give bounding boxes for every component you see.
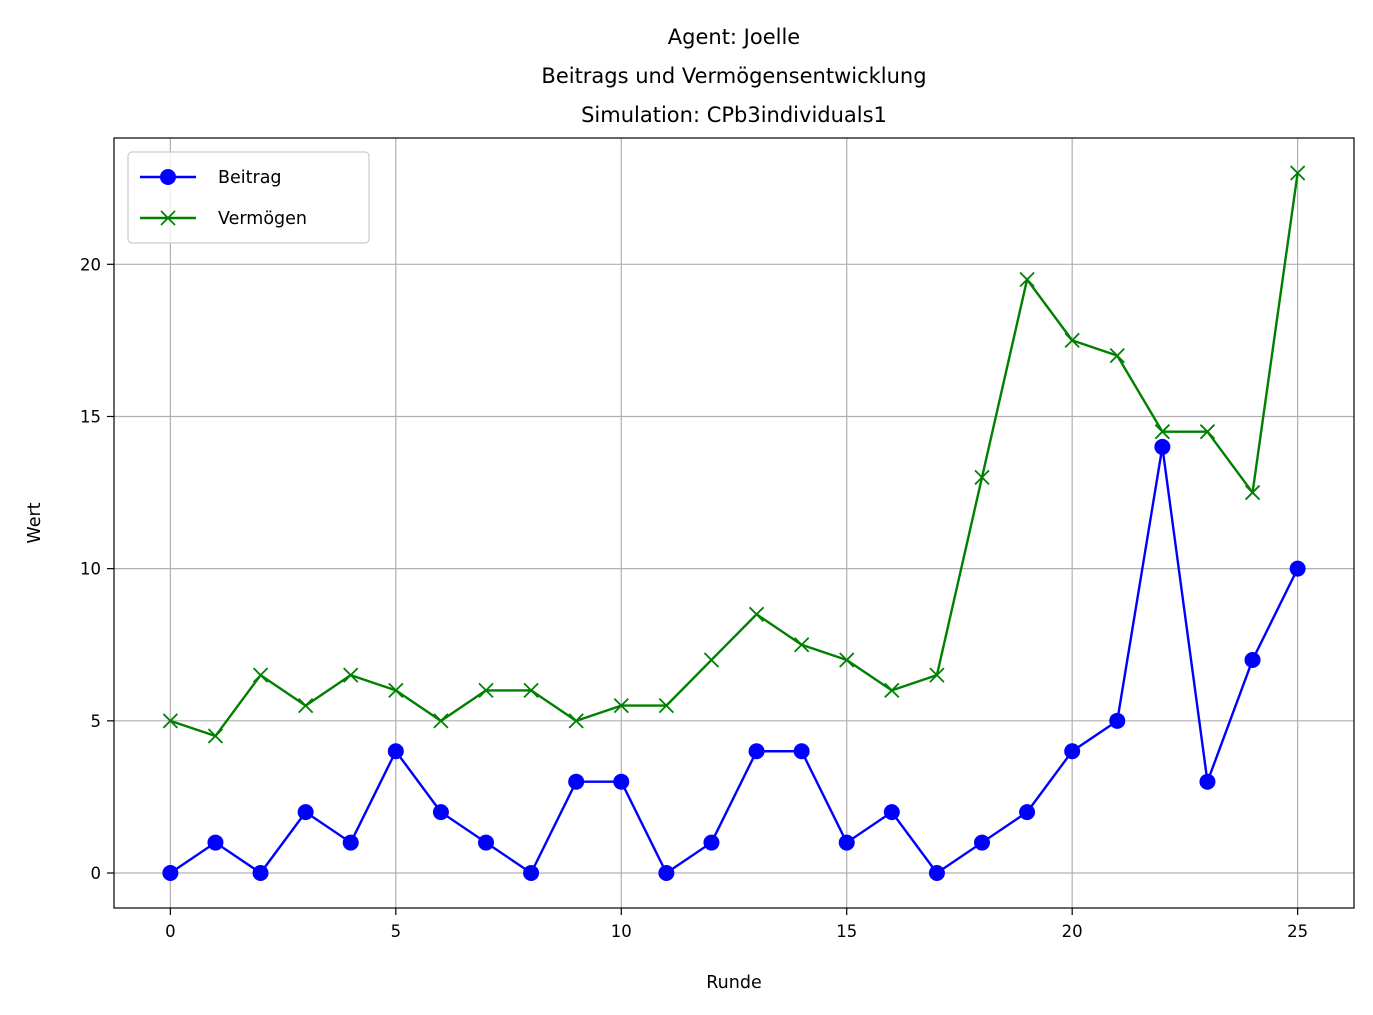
x-tick-label: 15 xyxy=(836,922,857,941)
data-point-vermoegen xyxy=(162,713,179,729)
data-point-beitrag xyxy=(207,834,224,851)
y-tick-label: 5 xyxy=(91,712,102,731)
data-point-vermoegen xyxy=(568,713,584,729)
y-axis-label: Wert xyxy=(25,502,45,543)
data-point-vermoegen xyxy=(478,682,494,699)
data-point-vermoegen xyxy=(613,697,629,714)
data-point-vermoegen xyxy=(884,682,900,699)
data-point-vermoegen xyxy=(839,652,855,668)
data-point-beitrag xyxy=(928,865,945,881)
data-point-vermoegen xyxy=(929,667,945,683)
x-tick-label: 0 xyxy=(165,922,176,941)
chart-title-line-2: Beitrags und Vermögensentwicklung xyxy=(541,64,926,88)
data-point-vermoegen xyxy=(703,652,720,668)
data-point-beitrag xyxy=(1154,438,1171,455)
legend-marker-beitrag xyxy=(160,169,176,185)
data-point-beitrag xyxy=(1289,560,1306,577)
data-point-beitrag xyxy=(838,834,855,851)
data-point-vermoegen xyxy=(523,682,539,699)
data-point-beitrag xyxy=(568,773,585,790)
data-point-vermoegen xyxy=(974,469,990,485)
data-point-beitrag xyxy=(1064,743,1081,760)
series-line-vermoegen xyxy=(169,172,1299,738)
data-point-beitrag xyxy=(748,743,765,760)
data-point-vermoegen xyxy=(207,728,224,744)
data-point-beitrag xyxy=(1109,712,1126,729)
data-point-vermoegen xyxy=(1019,271,1035,288)
legend-label-vermoegen: Vermögen xyxy=(218,209,307,229)
data-point-beitrag xyxy=(297,804,314,821)
x-tick-label: 25 xyxy=(1287,922,1308,941)
data-point-beitrag xyxy=(703,834,720,851)
data-point-vermoegen xyxy=(1154,424,1171,440)
data-point-beitrag xyxy=(387,743,404,760)
legend-marker-vermoegen xyxy=(160,210,176,226)
data-point-beitrag xyxy=(432,804,449,821)
data-point-beitrag xyxy=(252,865,269,881)
data-point-vermoegen xyxy=(748,606,765,622)
data-point-vermoegen xyxy=(388,682,404,699)
grid-lines xyxy=(114,138,1354,908)
axis-ticks: 0 5 10 15 20 25 0 5 10 15 20 xyxy=(80,255,1308,941)
data-point-beitrag xyxy=(793,743,810,760)
y-tick-label: 10 xyxy=(80,560,101,579)
series-line-beitrag xyxy=(169,445,1299,875)
y-tick-label: 20 xyxy=(80,255,101,274)
data-point-beitrag xyxy=(613,773,630,790)
x-tick-label: 20 xyxy=(1062,922,1083,941)
data-point-beitrag xyxy=(1199,773,1216,790)
data-point-beitrag xyxy=(162,865,179,881)
x-axis-label: Runde xyxy=(706,973,761,993)
data-point-vermoegen xyxy=(297,697,314,714)
data-point-vermoegen xyxy=(252,667,269,683)
data-point-beitrag xyxy=(658,865,675,881)
y-tick-label: 0 xyxy=(91,864,102,883)
y-tick-label: 15 xyxy=(80,407,101,426)
data-point-beitrag xyxy=(523,865,540,881)
plot-area-frame xyxy=(113,137,1355,909)
data-point-beitrag xyxy=(342,834,359,851)
data-point-beitrag xyxy=(974,834,990,851)
data-point-vermoegen xyxy=(1289,165,1306,181)
legend: Beitrag Vermögen xyxy=(127,151,370,244)
series-layer xyxy=(162,165,1306,881)
chart-title-line-1: Agent: Joelle xyxy=(668,25,800,49)
data-point-vermoegen xyxy=(1244,484,1261,501)
x-tick-label: 10 xyxy=(611,922,632,941)
data-point-beitrag xyxy=(883,804,900,821)
chart-title-line-3: Simulation: CPb3individuals1 xyxy=(581,103,887,127)
data-point-vermoegen xyxy=(1064,332,1080,349)
x-tick-label: 5 xyxy=(391,922,402,941)
data-point-beitrag xyxy=(1244,651,1261,668)
data-point-vermoegen xyxy=(658,697,675,714)
data-point-beitrag xyxy=(1019,804,1036,821)
data-point-vermoegen xyxy=(433,713,449,729)
data-point-vermoegen xyxy=(343,667,359,683)
data-point-vermoegen xyxy=(793,637,810,653)
data-point-beitrag xyxy=(478,834,494,851)
legend-label-beitrag: Beitrag xyxy=(218,168,282,188)
data-point-vermoegen xyxy=(1199,424,1216,440)
legend-box xyxy=(127,151,370,244)
data-point-vermoegen xyxy=(1109,347,1125,364)
